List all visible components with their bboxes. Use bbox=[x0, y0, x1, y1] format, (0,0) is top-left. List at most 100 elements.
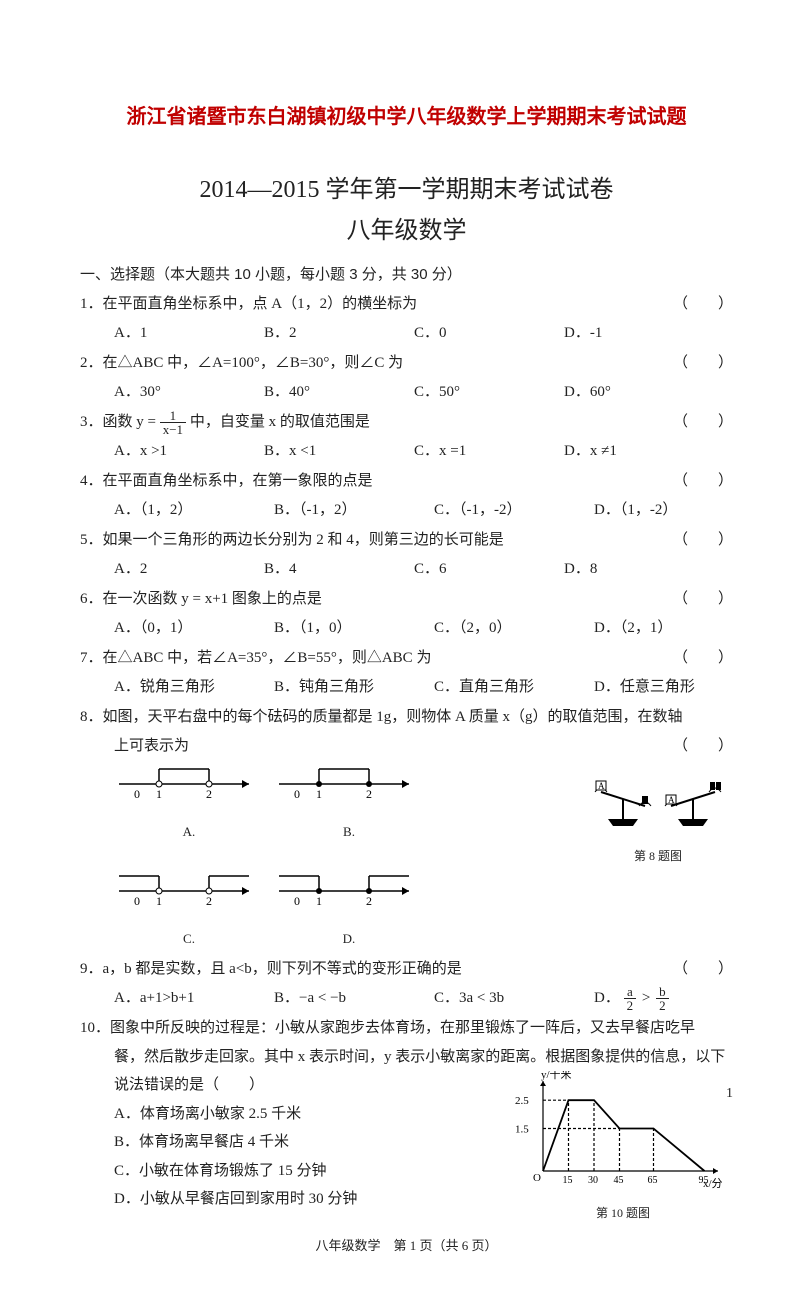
question-9: 9．a，b 都是实数，且 a<b，则下列不等式的变形正确的是（ ） A．a+1>… bbox=[80, 955, 733, 1012]
svg-text:1.5: 1.5 bbox=[515, 1124, 529, 1136]
number-line-icon: 0 1 2 bbox=[274, 871, 424, 916]
number-line-icon: 0 1 2 bbox=[114, 764, 264, 809]
q6-stem: 6．在一次函数 y = x+1 图象上的点是 bbox=[80, 591, 322, 607]
q6-opt-a: A．（0，1） bbox=[114, 614, 274, 643]
svg-text:2: 2 bbox=[366, 894, 372, 908]
question-6: 6．在一次函数 y = x+1 图象上的点是 （ ） A．（0，1） B．（1，0… bbox=[80, 585, 733, 642]
exam-page: 浙江省诸暨市东白湖镇初级中学八年级数学上学期期末考试试题 2014—2015 学… bbox=[0, 0, 793, 1294]
number-line-icon: 0 1 2 bbox=[114, 871, 264, 916]
page-footer: 八年级数学 第 1 页（共 6 页） bbox=[80, 1235, 733, 1254]
fraction-icon: a2 bbox=[624, 985, 637, 1012]
svg-text:0: 0 bbox=[134, 894, 140, 908]
q4-opt-b: B．（-1，2） bbox=[274, 496, 434, 525]
exam-title: 2014—2015 学年第一学期期末考试试卷 bbox=[80, 169, 733, 204]
svg-text:1: 1 bbox=[156, 894, 162, 908]
fraction-icon: 1x−1 bbox=[160, 409, 186, 436]
q7-opt-c: C．直角三角形 bbox=[434, 673, 594, 702]
svg-text:15: 15 bbox=[563, 1175, 573, 1186]
q3-opt-d: D．x ≠1 bbox=[564, 437, 714, 466]
answer-paren: （ ） bbox=[673, 349, 733, 378]
question-1: 1．在平面直角坐标系中，点 A（1，2）的横坐标为（ ） A．1 B．2 C．0… bbox=[80, 290, 733, 347]
q4-opt-d: D．（1，-2） bbox=[594, 496, 754, 525]
q10-stem3: 说法错误的是（ ） bbox=[114, 1077, 264, 1093]
svg-text:0: 0 bbox=[134, 787, 140, 801]
q10-opt-a: A．体育场离小敏家 2.5 千米 bbox=[80, 1100, 513, 1129]
question-5: 5．如果一个三角形的两边长分别为 2 和 4，则第三边的长可能是（ ） A．2 … bbox=[80, 526, 733, 583]
question-8: 8．如图，天平右盘中的每个砝码的质量都是 1g，则物体 A 质量 x（g）的取值… bbox=[80, 703, 733, 951]
answer-paren: （ ） bbox=[673, 644, 733, 673]
balance-figure: A A 第 8 题图 bbox=[583, 764, 733, 867]
q10-stem1: 10．图象中所反映的过程是：小敏从家跑步去体育场，在那里锻炼了一阵后，又去早餐店… bbox=[80, 1020, 695, 1036]
number-line-d: 0 1 2 D. bbox=[274, 871, 424, 951]
svg-text:95: 95 bbox=[699, 1175, 709, 1186]
svg-text:1: 1 bbox=[316, 787, 322, 801]
svg-text:0: 0 bbox=[294, 787, 300, 801]
q3-opt-b: B．x <1 bbox=[264, 437, 414, 466]
q5-stem: 5．如果一个三角形的两边长分别为 2 和 4，则第三边的长可能是 bbox=[80, 532, 504, 548]
question-4: 4．在平面直角坐标系中，在第一象限的点是 （ ） A．（1，2） B．（-1，2）… bbox=[80, 467, 733, 524]
number-line-b: 0 1 2 B. bbox=[274, 764, 424, 844]
q9-opt-c: C．3a < 3b bbox=[434, 984, 594, 1013]
q8-stem: 8．如图，天平右盘中的每个砝码的质量都是 1g，则物体 A 质量 x（g）的取值… bbox=[80, 709, 683, 725]
q2-opt-d: D．60° bbox=[564, 378, 714, 407]
q10-opt-c: C．小敏在体育场锻炼了 15 分钟 bbox=[80, 1157, 513, 1186]
section-header: 一、选择题（本大题共 10 小题，每小题 3 分，共 30 分） bbox=[80, 263, 733, 284]
q5-opt-c: C．6 bbox=[414, 555, 564, 584]
q2-opt-a: A．30° bbox=[114, 378, 264, 407]
q10-opt-b: B．体育场离早餐店 4 千米 bbox=[80, 1128, 513, 1157]
q4-opt-a: A．（1，2） bbox=[114, 496, 274, 525]
q9-opt-b: B．−a < −b bbox=[274, 984, 434, 1013]
answer-paren: （ ） bbox=[673, 955, 733, 984]
document-title: 浙江省诸暨市东白湖镇初级中学八年级数学上学期期末考试试题 bbox=[80, 100, 733, 129]
q7-opt-a: A．锐角三角形 bbox=[114, 673, 274, 702]
q1-stem: 1．在平面直角坐标系中，点 A（1，2）的横坐标为 bbox=[80, 296, 417, 312]
number-line-icon: 0 1 2 bbox=[274, 764, 424, 809]
q7-opt-b: B．钝角三角形 bbox=[274, 673, 434, 702]
svg-text:45: 45 bbox=[614, 1175, 624, 1186]
q6-opt-d: D．（2，1） bbox=[594, 614, 754, 643]
line-chart-icon: x/分y/千米O2.51.51530456595 bbox=[513, 1071, 733, 1191]
svg-text:2: 2 bbox=[206, 894, 212, 908]
q7-stem: 7．在△ABC 中，若∠A=35°，∠B=55°，则△ABC 为 bbox=[80, 650, 431, 666]
q2-opt-b: B．40° bbox=[264, 378, 414, 407]
question-7: 7．在△ABC 中，若∠A=35°，∠B=55°，则△ABC 为 （ ） A．锐角… bbox=[80, 644, 733, 701]
svg-text:1: 1 bbox=[316, 894, 322, 908]
q2-opt-c: C．50° bbox=[414, 378, 564, 407]
fraction-icon: b2 bbox=[656, 985, 669, 1012]
answer-paren: （ ） bbox=[673, 467, 733, 496]
question-2: 2．在△ABC 中，∠A=100°，∠B=30°，则∠C 为（ ） A．30° … bbox=[80, 349, 733, 406]
q10-stem2: 餐，然后散步走回家。其中 x 表示时间，y 表示小敏离家的距离。根据图象提供的信… bbox=[114, 1049, 725, 1065]
svg-text:0: 0 bbox=[294, 894, 300, 908]
svg-text:2: 2 bbox=[206, 787, 212, 801]
q5-opt-b: B．4 bbox=[264, 555, 414, 584]
svg-text:A: A bbox=[668, 795, 675, 805]
q3-stem-post: 中，自变量 x 的取值范围是 bbox=[190, 414, 370, 430]
q3-stem-pre: 3．函数 y = bbox=[80, 414, 160, 430]
q5-opt-d: D．8 bbox=[564, 555, 714, 584]
q1-opt-a: A．1 bbox=[114, 319, 264, 348]
q4-opt-c: C．（-1，-2） bbox=[434, 496, 594, 525]
svg-text:A: A bbox=[598, 781, 605, 791]
answer-paren: （ ） bbox=[673, 408, 733, 437]
svg-text:O: O bbox=[533, 1172, 541, 1184]
question-10: 10．图象中所反映的过程是：小敏从家跑步去体育场，在那里锻炼了一阵后，又去早餐店… bbox=[80, 1014, 733, 1224]
svg-text:2: 2 bbox=[366, 787, 372, 801]
answer-paren: （ ） bbox=[673, 526, 733, 555]
distance-chart: x/分y/千米O2.51.51530456595 第 10 题图 bbox=[513, 1071, 733, 1224]
q8-stem2: 上可表示为 bbox=[114, 738, 189, 754]
answer-paren: （ ） bbox=[673, 585, 733, 614]
question-3: 3．函数 y = 1x−1 中，自变量 x 的取值范围是 （ ） A．x >1 … bbox=[80, 408, 733, 465]
q9-stem: 9．a，b 都是实数，且 a<b，则下列不等式的变形正确的是 bbox=[80, 961, 462, 977]
q10-opt-d: D．小敏从早餐店回到家用时 30 分钟 bbox=[80, 1185, 513, 1214]
page-number: 1 bbox=[726, 1086, 733, 1102]
exam-subtitle: 八年级数学 bbox=[80, 210, 733, 245]
q1-opt-b: B．2 bbox=[264, 319, 414, 348]
q4-stem: 4．在平面直角坐标系中，在第一象限的点是 bbox=[80, 473, 373, 489]
q6-opt-b: B．（1，0） bbox=[274, 614, 434, 643]
answer-paren: （ ） bbox=[673, 290, 733, 319]
number-line-c: 0 1 2 C. bbox=[114, 871, 264, 951]
svg-text:30: 30 bbox=[588, 1175, 598, 1186]
answer-paren: （ ） bbox=[673, 732, 733, 761]
q2-stem: 2．在△ABC 中，∠A=100°，∠B=30°，则∠C 为 bbox=[80, 355, 403, 371]
q3-opt-c: C．x =1 bbox=[414, 437, 564, 466]
